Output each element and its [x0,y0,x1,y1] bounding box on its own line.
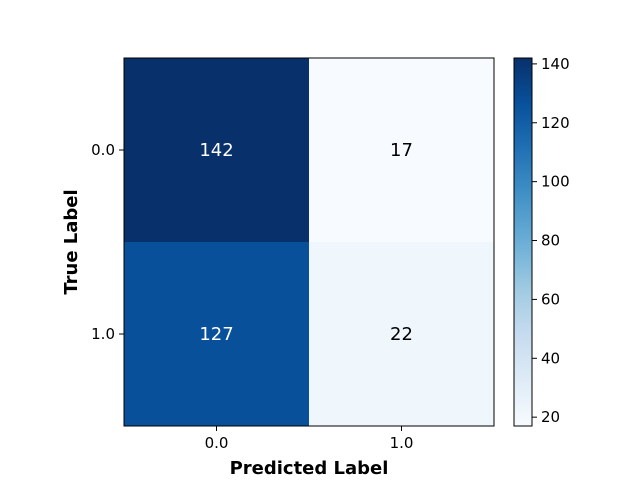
colorbar-tick-label: 60 [541,290,560,308]
cell-value-label: 142 [199,140,233,161]
colorbar-tick-label: 140 [541,55,570,73]
colorbar [513,57,533,427]
heatmap-cell-r1-c1 [309,242,494,426]
cell-value-label: 22 [390,324,413,345]
y-tick-label: 0.0 [91,141,115,159]
colorbar-tick-label: 40 [541,349,560,367]
x-tick-label: 1.0 [390,434,414,452]
plot-frame [123,57,495,427]
colorbar-tick-label: 80 [541,232,560,250]
heatmap-cell-r0-c1 [309,58,494,242]
colorbar-tick-label: 120 [541,114,570,132]
colorbar-tick-label: 100 [541,173,570,191]
cell-value-label: 17 [390,140,413,161]
x-axis-ticks: 0.0 1.0 [205,426,414,452]
x-axis-label: Predicted Label [230,458,389,479]
y-tick-label: 1.0 [91,325,115,343]
y-axis-label: True Label [61,189,82,294]
colorbar-tick-label: 20 [541,408,560,426]
x-tick-label: 0.0 [205,434,229,452]
heatmap-cells: 142 17 127 22 [124,58,494,426]
heatmap-cell-r1-c0 [124,242,309,426]
colorbar-ticks: 20 40 60 80 100 120 140 [532,55,570,426]
cell-value-label: 127 [199,324,233,345]
y-axis-ticks: 0.0 1.0 [91,141,124,343]
heatmap-cell-r0-c0 [124,58,309,242]
